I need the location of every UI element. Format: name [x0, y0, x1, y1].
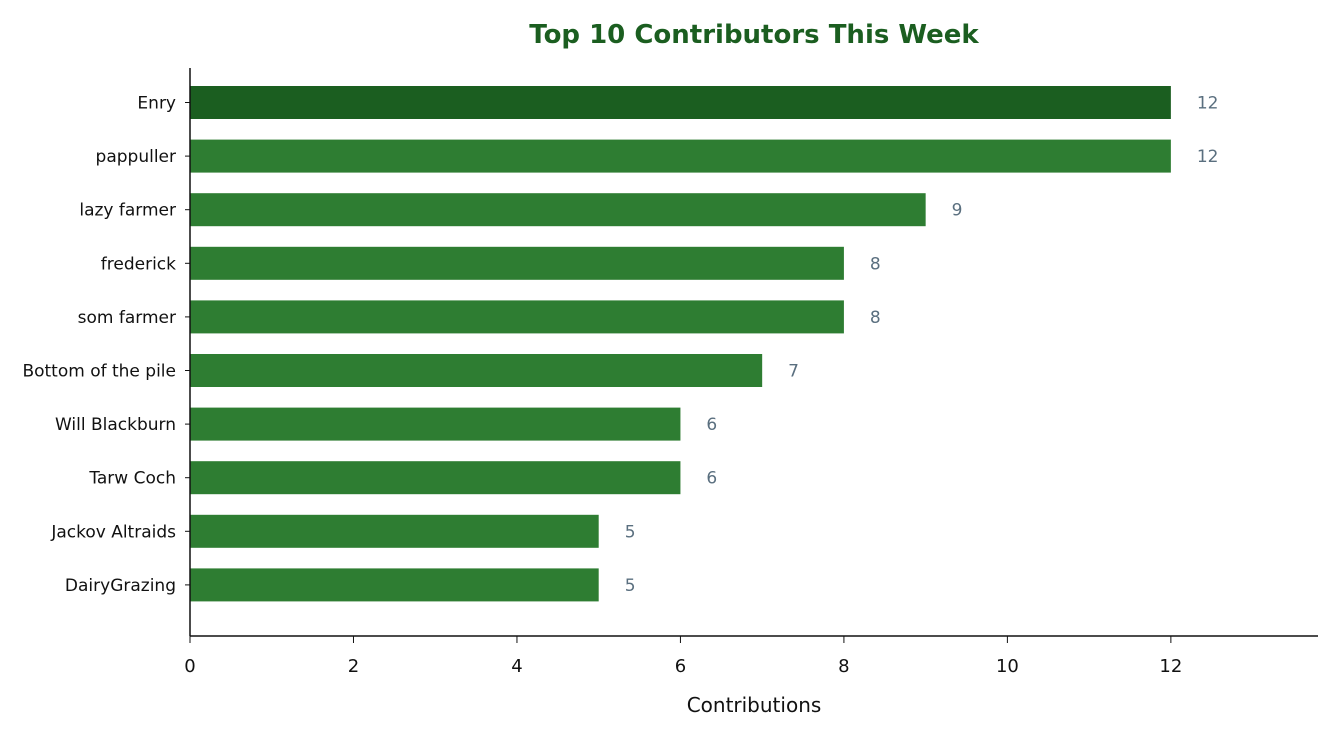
value-label: 8	[870, 254, 881, 274]
category-label: som farmer	[78, 308, 176, 328]
value-label: 12	[1197, 147, 1219, 167]
category-label: Jackov Altraids	[50, 522, 176, 542]
x-tick-label: 0	[184, 656, 195, 677]
bar-3	[190, 246, 844, 280]
bar-7	[190, 461, 681, 495]
category-label: lazy farmer	[79, 201, 176, 221]
bar-2	[190, 193, 926, 227]
x-ticks-layer: 0 2 4 6 8 10 12	[184, 102, 1182, 677]
value-label: 6	[706, 469, 717, 489]
category-label: Tarw Coch	[88, 469, 176, 489]
x-tick-label: 6	[675, 656, 686, 677]
x-tick-label: 2	[348, 656, 359, 677]
value-label: 12	[1197, 94, 1219, 114]
axes-layer	[189, 68, 1318, 637]
category-label: frederick	[101, 254, 176, 274]
x-tick-label: 4	[511, 656, 522, 677]
category-label: DairyGrazing	[65, 576, 176, 596]
category-label: pappuller	[96, 147, 176, 167]
category-label: Enry	[137, 94, 176, 114]
category-label: Bottom of the pile	[22, 362, 176, 382]
x-tick-label: 8	[838, 656, 849, 677]
value-label: 8	[870, 308, 881, 328]
x-tick-label: 10	[996, 656, 1019, 677]
x-axis-title: Contributions	[687, 693, 822, 717]
chart-title: Top 10 Contributors This Week	[529, 20, 979, 50]
bar-9	[190, 568, 599, 602]
category-label: Will Blackburn	[55, 415, 176, 435]
bar-6	[190, 407, 681, 441]
category-labels-layer: Enry pappuller lazy farmer frederick som far…	[22, 94, 176, 596]
value-label: 6	[706, 415, 717, 435]
value-label: 5	[625, 576, 636, 596]
value-label: 9	[952, 201, 963, 221]
value-labels-layer: 12 12 9 8 8 7 6 6 5 5	[625, 94, 1219, 596]
x-tick-label: 12	[1159, 656, 1182, 677]
bar-0	[190, 86, 1171, 119]
value-label: 5	[625, 522, 636, 542]
bar-1	[190, 139, 1171, 173]
bar-5	[190, 354, 763, 387]
bar-4	[190, 300, 844, 334]
bar-8	[190, 514, 599, 548]
value-label: 7	[788, 362, 799, 382]
bars-layer	[190, 86, 1171, 602]
